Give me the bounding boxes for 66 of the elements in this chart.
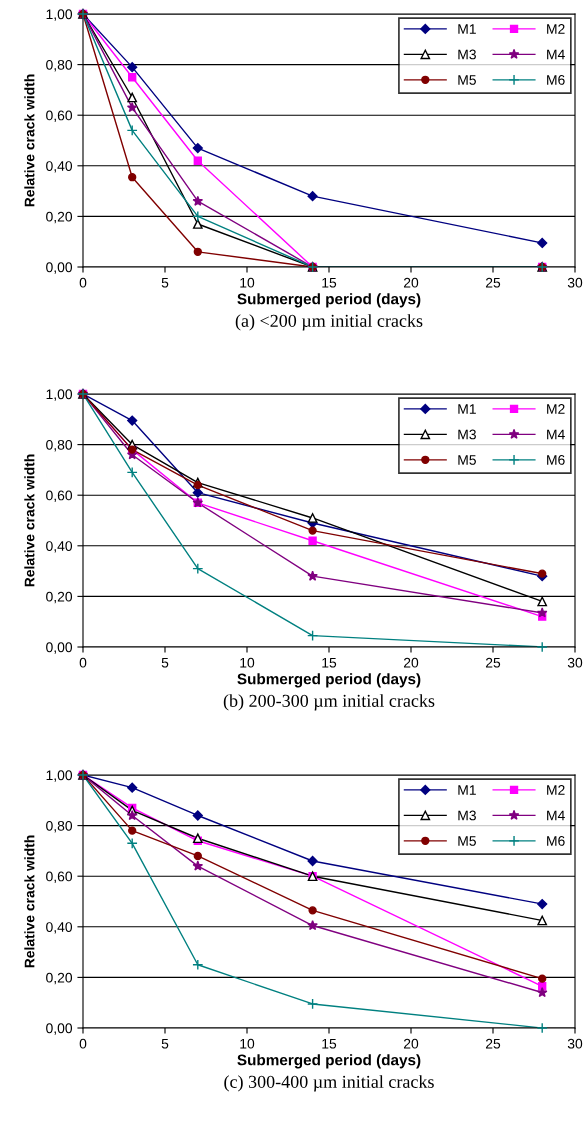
y-tick-label: 0,60: [46, 490, 73, 503]
x-axis-title: Submerged period (days): [237, 1054, 421, 1069]
y-axis-title: Relative crack width: [24, 454, 35, 587]
y-tick-label: 0,20: [46, 591, 73, 604]
text: (b) 200-300 µm initial cracks: [223, 694, 435, 711]
x-tick-label: 15: [322, 657, 337, 668]
legend-label: M5: [458, 455, 476, 465]
y-tick-label: 0,00: [46, 262, 73, 274]
y-tick-label: 0,80: [46, 820, 73, 833]
x-tick-label: 0: [79, 1038, 87, 1049]
x-tick-label: 10: [240, 1038, 255, 1049]
y-tick-label: 0,80: [46, 59, 73, 72]
legend-label: M1: [458, 404, 476, 414]
x-tick-label: 0: [79, 657, 87, 668]
legend-label: M2: [547, 24, 565, 34]
y-tick-label: 0,80: [46, 439, 73, 452]
x-tick-label: 5: [161, 1038, 169, 1049]
x-tick-label: 20: [403, 657, 419, 668]
x-tick-label: 25: [485, 1038, 501, 1049]
y-tick-label: 0,60: [46, 871, 73, 884]
y-axis-title: Relative crack width: [24, 835, 35, 968]
x-tick-label: 25: [485, 277, 501, 288]
y-tick-label: 0,40: [46, 161, 73, 173]
x-tick-label: 30: [567, 1038, 583, 1049]
legend-label: M5: [458, 836, 476, 846]
x-tick-label: 15: [322, 277, 337, 288]
legend-label: M5: [458, 75, 476, 85]
y-tick-label: 0,40: [46, 922, 73, 934]
legend-label: M4: [547, 49, 565, 60]
legend-label: M1: [458, 24, 476, 34]
legend-label: M2: [547, 785, 565, 795]
legend-label: M1: [458, 785, 476, 795]
x-axis-title: Submerged period (days): [237, 293, 421, 308]
x-tick-label: 0: [79, 277, 87, 288]
x-axis-title: Submerged period (days): [237, 673, 421, 688]
y-tick-label: 0,00: [46, 1023, 73, 1035]
legend-label: M4: [547, 429, 565, 440]
x-tick-label: 30: [567, 277, 583, 288]
y-tick-label: 1,00: [46, 9, 73, 21]
legend-label: M4: [547, 810, 565, 821]
x-tick-label: 10: [240, 277, 255, 288]
y-tick-label: 0,20: [46, 211, 73, 224]
x-tick-label: 30: [567, 657, 583, 668]
legend-label: M2: [547, 404, 565, 414]
y-tick-label: 0,40: [46, 541, 73, 553]
text: (a) <200 µm initial cracks: [235, 314, 423, 331]
x-tick-label: 25: [485, 657, 501, 668]
y-axis-title: Relative crack width: [24, 74, 35, 207]
legend-label: M6: [547, 835, 565, 846]
legend-label: M6: [547, 74, 565, 85]
legend-label: M6: [547, 454, 565, 465]
x-tick-label: 5: [161, 657, 169, 668]
text: (c) 300-400 µm initial cracks: [224, 1075, 434, 1092]
x-tick-label: 10: [240, 657, 255, 668]
y-tick-label: 0,00: [46, 642, 73, 654]
legend-label: M3: [458, 49, 476, 60]
y-tick-label: 1,00: [46, 770, 73, 782]
x-tick-label: 20: [403, 1038, 419, 1049]
legend-label: M3: [458, 810, 476, 821]
y-tick-label: 0,20: [46, 972, 73, 985]
y-tick-label: 1,00: [46, 389, 73, 401]
x-tick-label: 15: [322, 1038, 337, 1049]
y-tick-label: 0,60: [46, 110, 73, 123]
x-tick-label: 20: [403, 277, 419, 288]
x-tick-label: 5: [161, 277, 169, 288]
legend-label: M3: [458, 429, 476, 440]
